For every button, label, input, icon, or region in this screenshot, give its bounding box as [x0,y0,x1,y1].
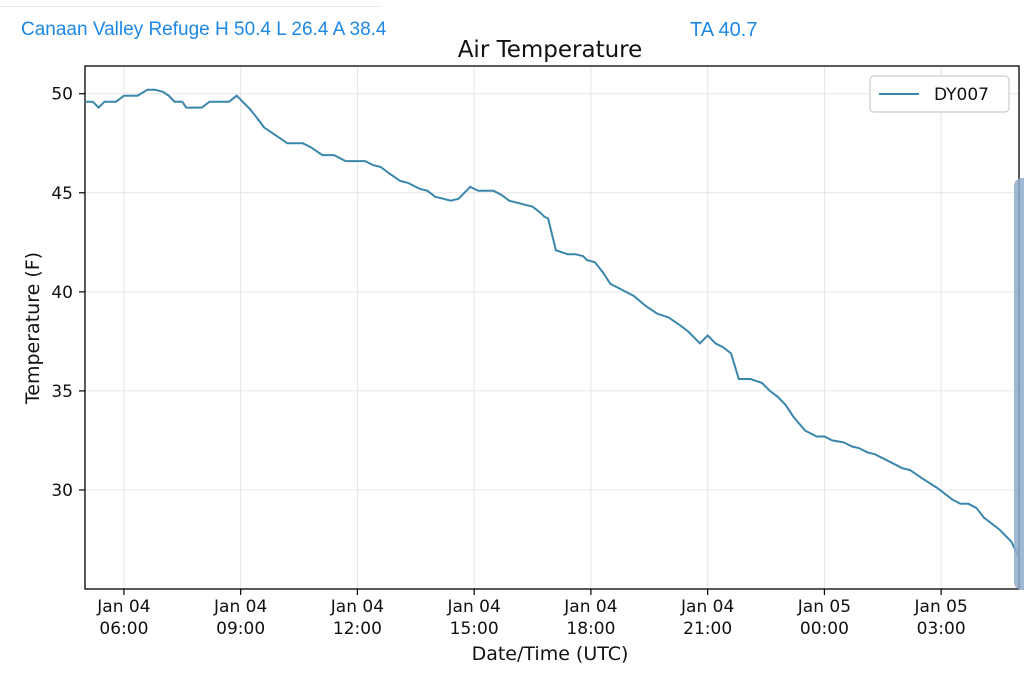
x-tick-time: 12:00 [333,619,382,639]
x-tick-date: Jan 04 [563,597,617,617]
y-tick-label: 35 [51,382,73,402]
y-tick-label: 50 [51,85,73,105]
x-tick-time: 15:00 [450,619,499,639]
scroll-handle[interactable] [1014,178,1024,590]
x-tick-time: 09:00 [216,619,265,639]
header-divider [0,6,380,7]
x-tick-date: Jan 04 [680,597,734,617]
station-summary: Canaan Valley Refuge H 50.4 L 26.4 A 38.… [21,19,387,40]
legend: DY007 [869,75,1010,113]
series-line-dy007 [85,88,1020,558]
ta-readout: TA 40.7 [690,19,758,41]
y-tick-label: 45 [51,184,73,204]
legend-label: DY007 [934,85,989,105]
x-tick-time: 03:00 [917,619,966,639]
plot-frame [84,65,1020,590]
legend-box [869,75,1010,113]
x-tick-time: 06:00 [99,619,148,639]
x-tick-date: Jan 05 [914,597,968,617]
x-tick-date: Jan 04 [213,597,267,617]
chart-title: Air Temperature [458,37,643,63]
x-tick-date: Jan 04 [447,597,501,617]
y-tick-label: 40 [51,283,73,303]
x-tick-time: 21:00 [683,619,732,639]
y-axis-label: Temperature (F) [22,252,44,405]
x-tick-date: Jan 04 [96,597,150,617]
x-tick-date: Jan 04 [330,597,384,617]
x-axis-label: Date/Time (UTC) [472,643,629,665]
x-tick-time: 00:00 [800,619,849,639]
grid-lines [85,66,1019,589]
x-tick-date: Jan 05 [797,597,851,617]
y-tick-label: 30 [51,481,73,501]
x-tick-time: 18:00 [566,619,615,639]
